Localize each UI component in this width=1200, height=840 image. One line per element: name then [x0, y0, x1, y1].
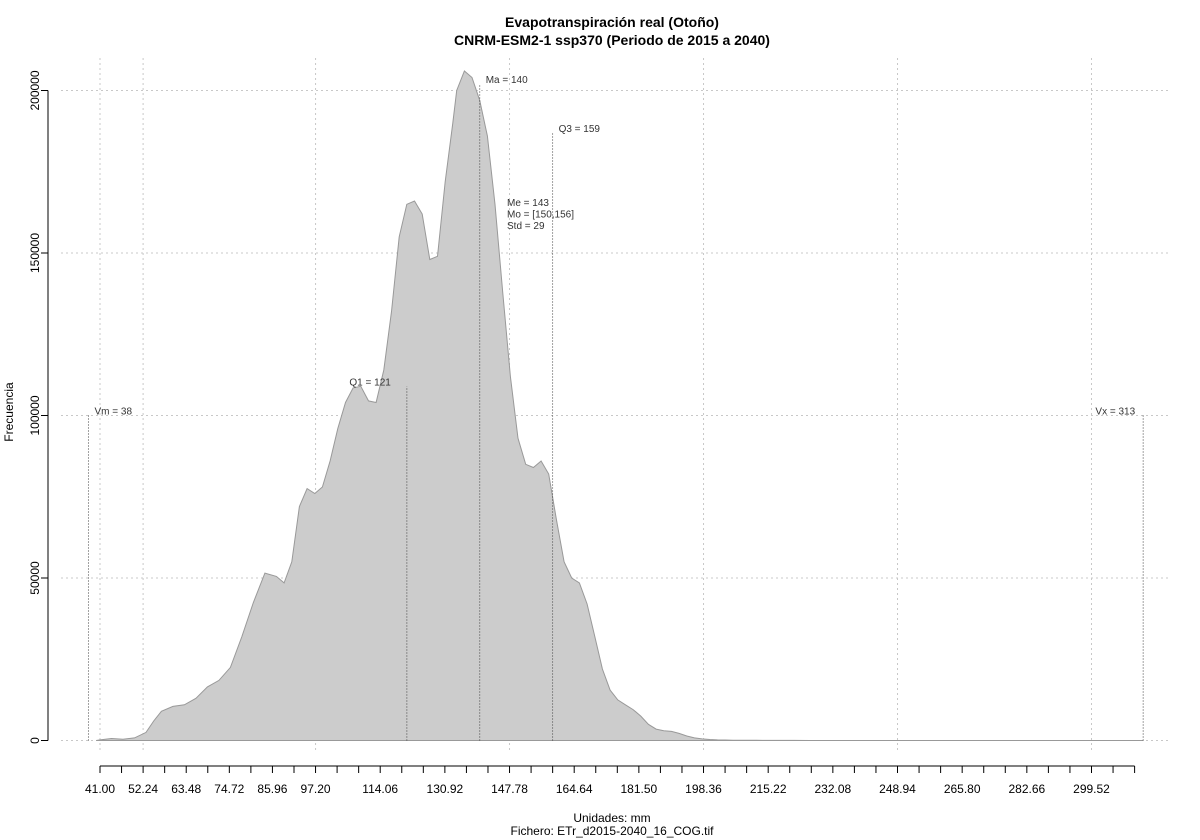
vm-label: Vm = 38 [94, 407, 132, 418]
x-tick-label: 248.94 [879, 782, 916, 796]
x-tick-label: 232.08 [814, 782, 851, 796]
x-tick-label: 215.22 [750, 782, 787, 796]
density-area [96, 70, 1144, 741]
y-axis: 0 50000 100000 150000 200000 [28, 70, 49, 744]
y-axis-label: Frecuencia [2, 382, 16, 442]
density-area-path [96, 70, 1144, 741]
x-tick-label: 114.06 [362, 782, 398, 796]
x-tick-label: 282.66 [1008, 782, 1045, 796]
x-tick-label: 299.52 [1073, 782, 1110, 796]
x-axis: 41.00 52.24 63.48 74.72 85.96 97.20 114.06 130.… [85, 765, 1136, 796]
chart-title: Evapotranspiración real (Otoño) [505, 14, 719, 30]
x-tick-label: 181.50 [621, 782, 658, 796]
file-name-label: Fichero: ETr_d2015-2040_16_COG.tif [511, 824, 715, 838]
statistic-labels: Vm = 38 Q1 = 121 Ma = 140 Q3 = 159 Vx = 313 [94, 75, 1135, 418]
summary-stat: Mo = [150,156] [507, 210, 574, 221]
q3-label: Q3 = 159 [559, 124, 601, 135]
y-tick-label: 200000 [28, 70, 42, 110]
y-tick-label: 150000 [28, 233, 42, 273]
chart-subtitle: CNRM-ESM2-1 ssp370 (Periodo de 2015 a 20… [454, 32, 770, 48]
x-tick-label: 74.72 [214, 782, 244, 796]
x-tick-label: 97.20 [301, 782, 331, 796]
summary-stat: Std = 29 [507, 221, 545, 232]
x-tick-label: 130.92 [427, 782, 464, 796]
grid-lines [61, 58, 1169, 753]
x-tick-label: 63.48 [171, 782, 201, 796]
x-tick-label: 265.80 [944, 782, 981, 796]
q1-label: Q1 = 121 [349, 377, 391, 388]
summary-stat: Me = 143 [507, 198, 549, 209]
y-tick-label: 100000 [28, 395, 42, 435]
y-tick-label: 50000 [28, 561, 42, 595]
x-tick-label: 147.78 [491, 782, 528, 796]
statistic-lines [87, 84, 1144, 741]
vx-label: Vx = 313 [1095, 407, 1135, 418]
x-tick-label: 198.36 [685, 782, 722, 796]
y-tick-label: 0 [28, 737, 42, 744]
x-tick-label: 41.00 [85, 782, 115, 796]
x-tick-label: 52.24 [128, 782, 158, 796]
x-tick-label: 164.64 [556, 782, 593, 796]
x-axis-label: Unidades: mm [573, 811, 650, 825]
ma-label: Ma = 140 [486, 75, 528, 86]
x-tick-label: 85.96 [257, 782, 287, 796]
